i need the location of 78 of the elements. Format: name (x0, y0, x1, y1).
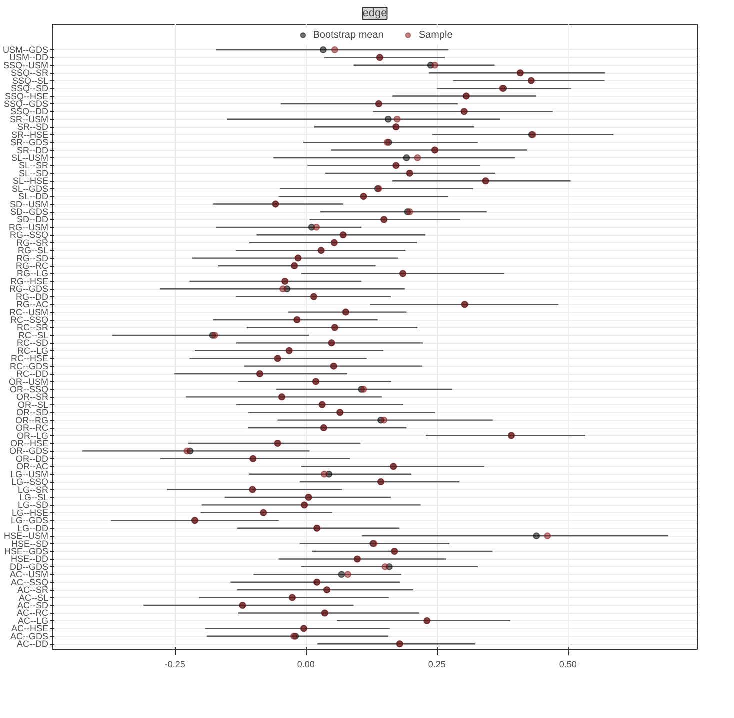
y-tick-label: RC--SR (17, 322, 49, 333)
legend-label: Bootstrap mean (313, 30, 384, 40)
y-tick-label: SD--GDS (10, 207, 48, 217)
y-tick-label: SL--HSE (12, 176, 49, 186)
y-tick-label: OR--SR (16, 392, 49, 402)
x-tick-label: 0.25 (428, 660, 446, 670)
y-tick-label: HSE--SD (12, 538, 49, 549)
y-tick-label: HSE--GDS (4, 546, 49, 557)
y-tick-label: RG--GDS (10, 284, 49, 294)
y-tick-label: AC--HSE (12, 624, 49, 634)
y-tick-label: SD--USM (10, 199, 49, 210)
y-tick-label: RG--HSE (10, 276, 48, 286)
y-tick-label: SL--DD (18, 192, 49, 202)
y-tick-label: SSQ--DD (10, 106, 49, 117)
y-tick-label: RC--HSE (11, 354, 48, 364)
y-tick-label: USM--DD (10, 52, 49, 63)
y-tick-label: RC--USM (10, 307, 49, 318)
y-tick-label: RG--SL (18, 246, 49, 256)
y-tick-label: HSE--DD (11, 554, 49, 564)
y-tick-label: RC--GDS (10, 361, 49, 372)
y-tick-label: SL--USM (12, 152, 49, 163)
x-tick-label: 0.00 (297, 660, 315, 670)
y-tick-label: RG--AC (16, 300, 49, 310)
y-tick-label: RG--LG (17, 268, 48, 279)
y-tick-label: OR--GDS (10, 446, 49, 456)
y-tick-label: LG--SD (18, 500, 49, 510)
y-tick-label: SR--HSE (12, 130, 49, 140)
y-tick-label: RC--LG (18, 346, 48, 356)
y-tick-label: AC--GDS (10, 631, 48, 642)
y-tick-label: AC--RC (17, 608, 49, 618)
y-tick-label: OR--SL (18, 400, 49, 410)
y-tick-label: HSE--USM (4, 531, 48, 542)
y-tick-label: RG--SD (16, 253, 49, 264)
y-tick-label: DD--GDS (10, 562, 49, 572)
y-tick-label: LG--SSQ (11, 477, 49, 488)
y-tick-label: SL--SR (18, 160, 49, 171)
y-tick-label: RC--SL (18, 330, 49, 340)
y-tick-label: AC--SR (18, 585, 49, 596)
y-tick-label: OR--DD (16, 454, 49, 464)
y-tick-label: AC--LG (18, 616, 49, 626)
y-tick-label: OR--USM (9, 376, 49, 387)
x-tick-label: 0.50 (559, 660, 577, 670)
y-tick-label: SL--SD (18, 168, 49, 178)
y-tick-label: LG--DD (18, 523, 49, 534)
y-tick-label: RG--SSQ (10, 230, 49, 240)
y-tick-label: LG--GDS (10, 516, 49, 526)
y-tick-label: RG--DD (16, 292, 49, 302)
y-tick-label: SR--SD (18, 122, 49, 132)
y-tick-label: OR--HSE (10, 438, 48, 448)
y-tick-label: LG--USM (10, 469, 48, 480)
y-tick-label: LG--SL (19, 492, 49, 502)
y-tick-label: OR--LG (17, 430, 48, 441)
x-tick-label: -0.25 (164, 660, 186, 670)
y-tick-label: OR--SD (16, 408, 49, 418)
y-tick-label: AC--SD (18, 600, 49, 611)
y-tick-label: OR--AC (16, 462, 49, 472)
y-tick-label: SSQ--SR (10, 68, 49, 78)
y-tick-label: RG--RC (16, 261, 49, 272)
y-tick-label: USM--GDS (3, 44, 49, 55)
y-tick-label: SR--GDS (10, 138, 48, 148)
y-tick-label: RC--DD (16, 369, 49, 380)
y-tick-label: SR--DD (17, 145, 49, 156)
y-tick-label: SL--GDS (12, 184, 49, 194)
y-tick-label: RG--USM (9, 222, 49, 232)
y-tick-label: OR--RG (16, 415, 49, 426)
y-tick-label: RC--SD (17, 338, 49, 348)
y-tick-label: OR--SSQ (10, 384, 49, 394)
y-tick-label: AC--USM (10, 570, 49, 580)
y-tick-label: LG--HSE (12, 508, 49, 518)
y-tick-label: SSQ--USM (4, 60, 48, 70)
y-tick-label: RC--SSQ (10, 315, 48, 326)
y-tick-label: OR--RC (16, 423, 49, 434)
y-tick-label: AC--DD (17, 639, 49, 650)
y-tick-label: SSQ--SD (10, 84, 49, 94)
y-tick-label: AC--SSQ (10, 577, 49, 588)
legend-label: Sample (418, 30, 453, 40)
y-tick-label: SD--DD (17, 214, 49, 225)
y-tick-label: AC--SL (18, 592, 49, 603)
